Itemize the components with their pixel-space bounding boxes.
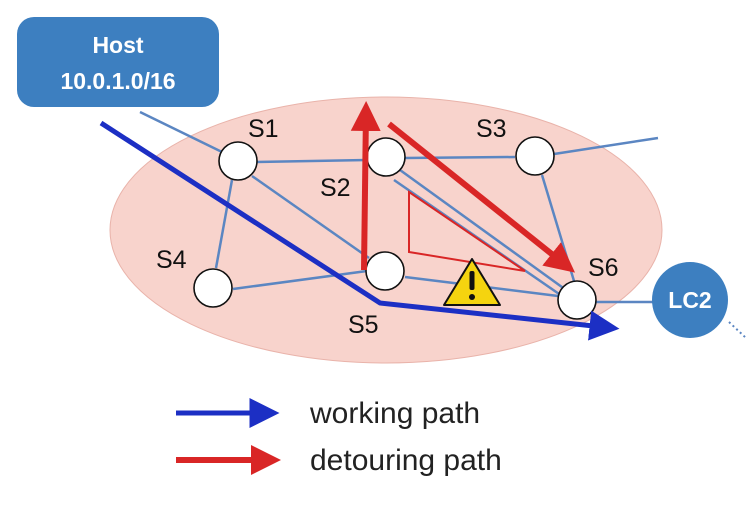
link-s1-s2 <box>255 158 368 164</box>
link-s2-s6-a <box>399 168 567 292</box>
switch-s6[interactable] <box>557 280 597 320</box>
switch-s4-label: S4 <box>156 246 187 274</box>
link-s2-s3 <box>403 155 516 160</box>
switches <box>193 136 597 320</box>
switch-s4[interactable] <box>193 268 233 308</box>
switch-s5-label: S5 <box>348 311 379 339</box>
switch-s6-label: S6 <box>588 254 619 282</box>
switch-s3-label: S3 <box>476 115 507 143</box>
host-title: Host <box>92 32 143 58</box>
working-path-arrow <box>99 120 620 341</box>
link-s4-s5 <box>232 269 368 291</box>
controller-lc2[interactable]: LC2 <box>652 262 728 338</box>
link-s1-s4 <box>214 179 234 269</box>
legend-working-label: working path <box>309 397 480 430</box>
switch-s1[interactable] <box>218 141 258 181</box>
controller-label: LC2 <box>668 287 711 313</box>
legend-detouring-label: detouring path <box>310 444 502 477</box>
switch-s2-label: S2 <box>320 174 351 202</box>
host-box[interactable]: Host 10.0.1.0/16 <box>17 17 219 107</box>
switch-s1-label: S1 <box>248 115 279 143</box>
legend: working path detouring path <box>176 397 502 477</box>
controller-dotted-link <box>728 321 747 339</box>
detouring-path-arrow-down <box>387 121 576 273</box>
switch-s2[interactable] <box>366 137 406 177</box>
switch-s3[interactable] <box>515 136 555 176</box>
host-subnet: 10.0.1.0/16 <box>60 68 175 94</box>
detour-loop-triangle <box>408 190 526 272</box>
link-s1-s5 <box>251 174 370 260</box>
detouring-path-arrow-up <box>350 101 381 271</box>
switch-s5[interactable] <box>365 251 405 291</box>
warning-icon <box>443 258 501 306</box>
link-host-s1 <box>139 110 223 154</box>
link-s3-external <box>553 136 659 156</box>
